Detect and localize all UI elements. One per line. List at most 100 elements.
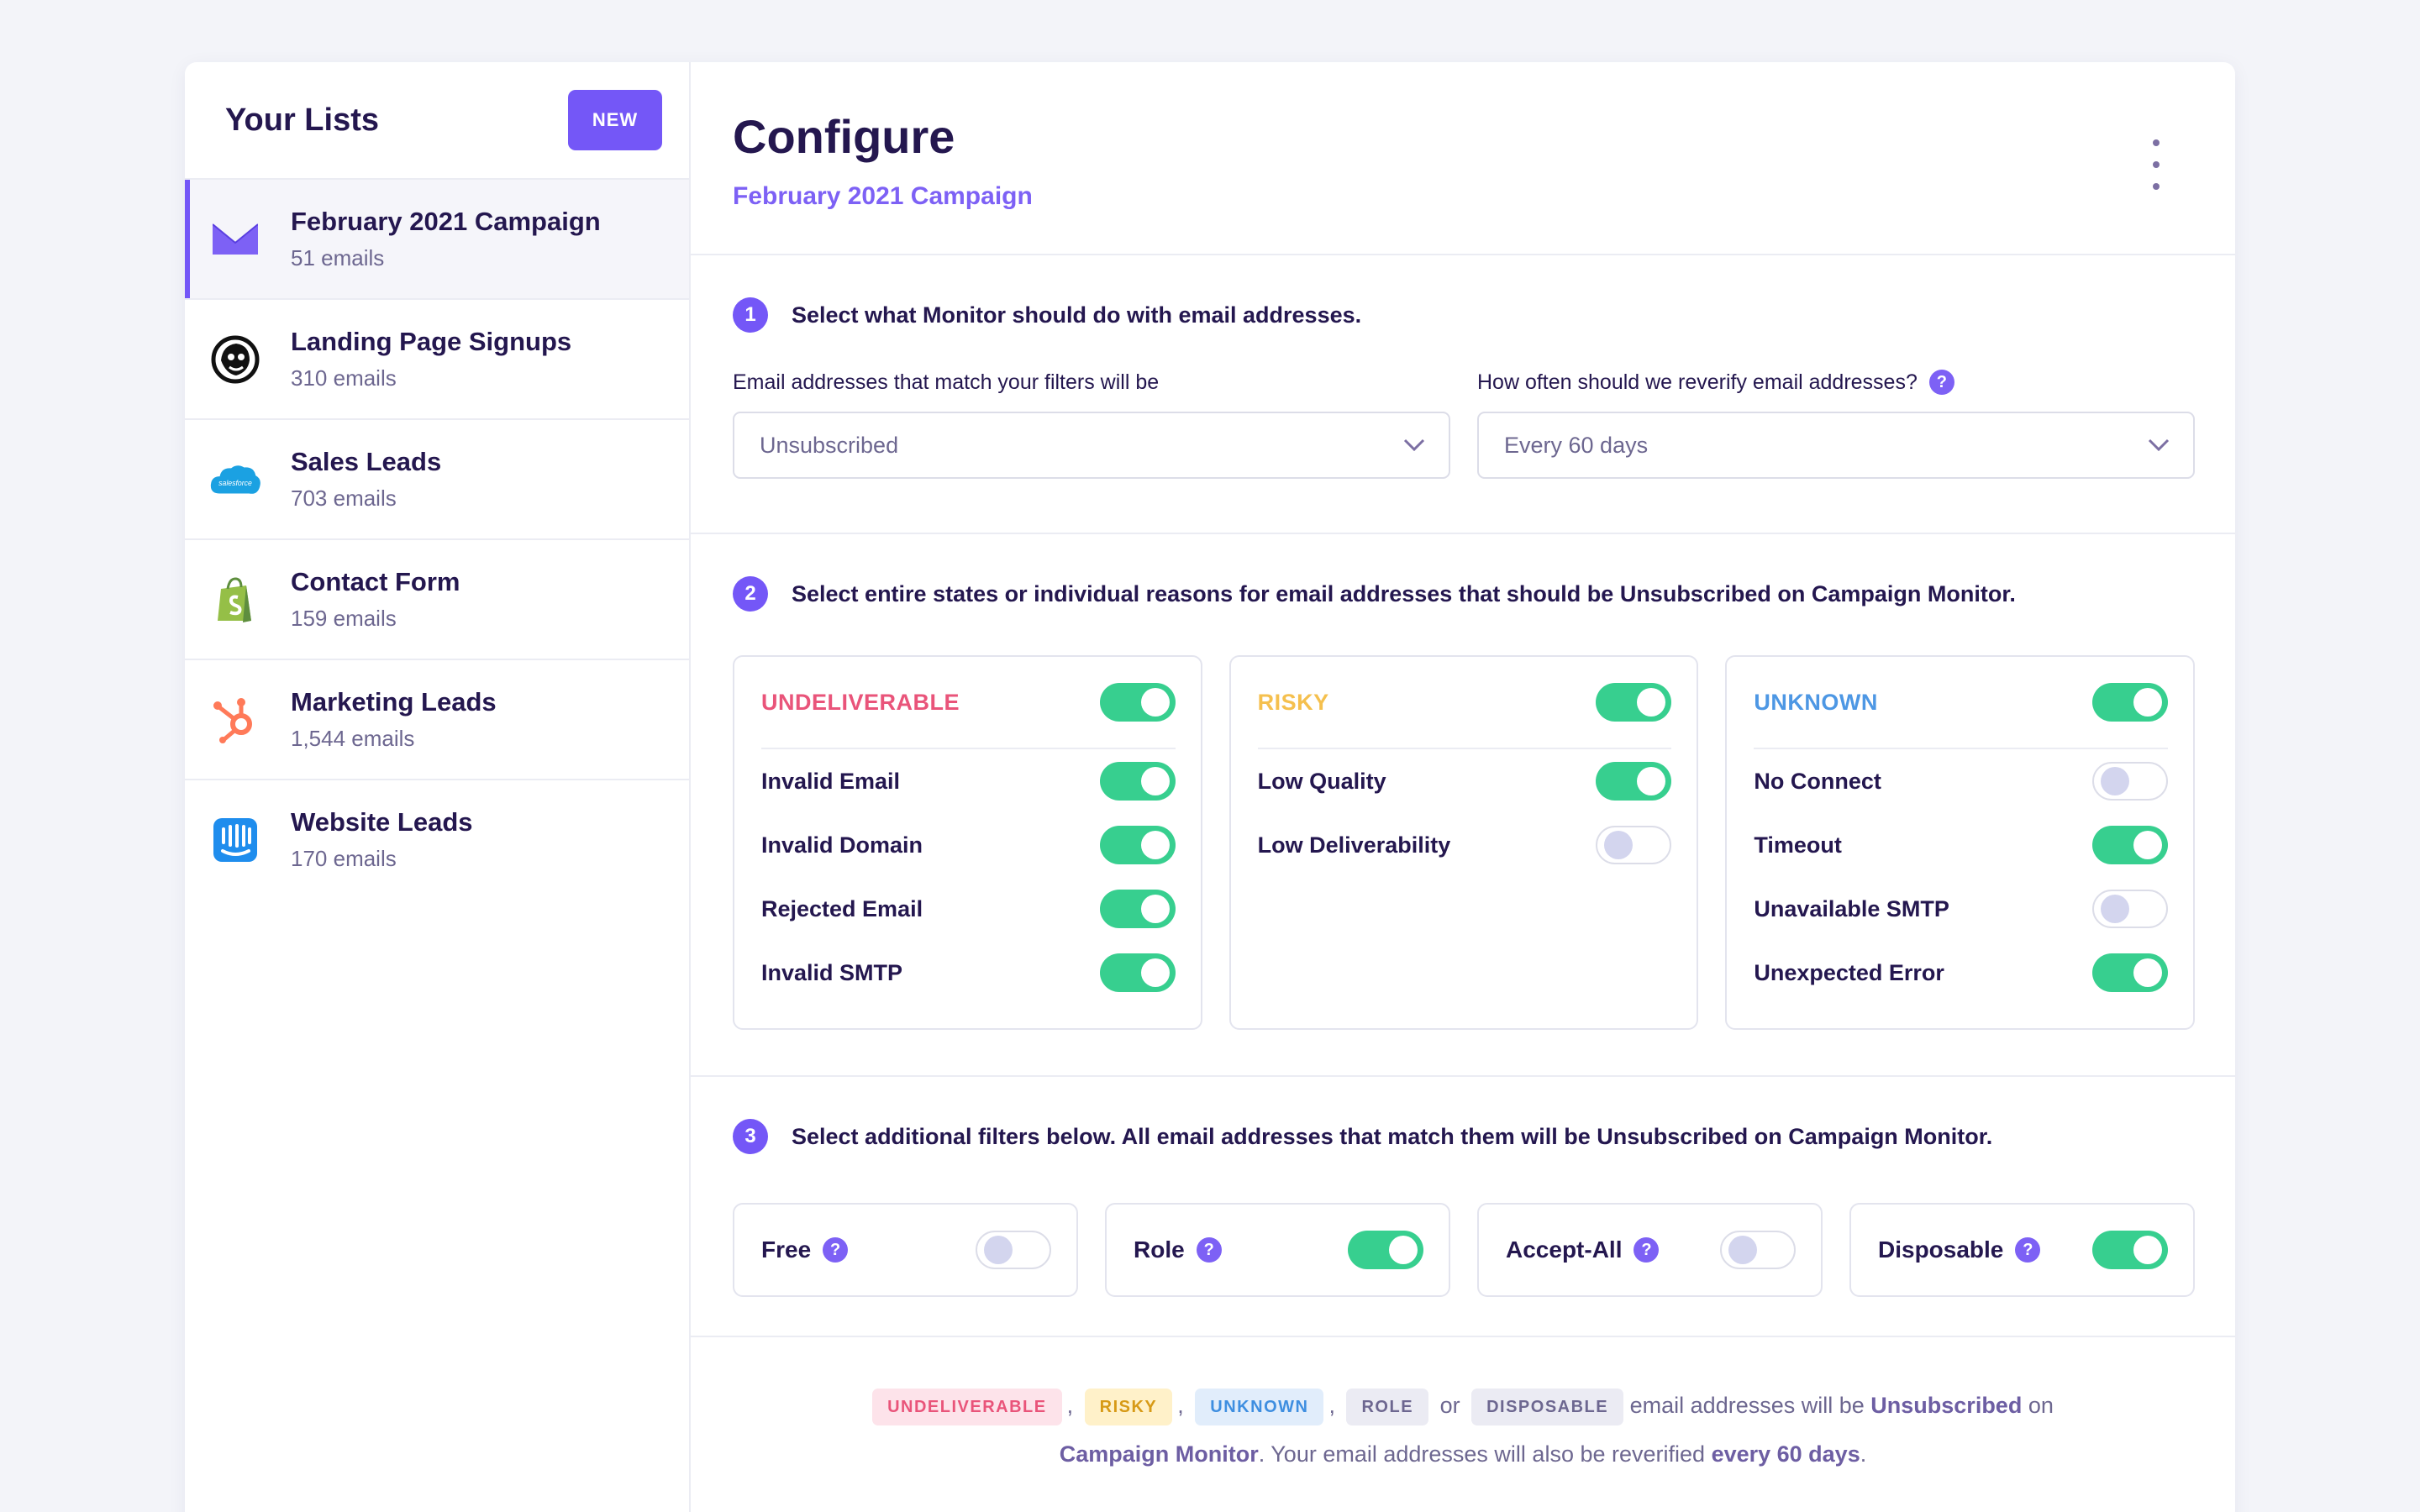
filter-label-text: Accept-All [1506, 1236, 1623, 1263]
reason-row: No Connect [1754, 749, 2169, 813]
reason-row: Unexpected Error [1754, 941, 2169, 1005]
reason-label: Invalid Email [761, 768, 901, 794]
page-title: Configure [733, 110, 955, 163]
toggle-undeliverable[interactable] [1099, 683, 1176, 722]
list-name: February 2021 Campaign [291, 207, 601, 236]
step-number-badge: 3 [733, 1119, 768, 1154]
reverify-select[interactable]: Every 60 days [1477, 412, 2195, 479]
state-header: UNDELIVERABLE [761, 657, 1176, 749]
filter-disposable: Disposable? [1849, 1203, 2195, 1297]
step-1-heading: 1 Select what Monitor should do with ema… [733, 297, 2195, 333]
list-item-website-leads[interactable]: Website Leads 170 emails [185, 779, 689, 899]
filter-label: Disposable? [1878, 1236, 2041, 1263]
toggle-unexpected-error[interactable] [2092, 953, 2169, 992]
intercom-icon [208, 813, 262, 867]
reason-row: Low Deliverability [1258, 813, 1672, 877]
help-icon[interactable]: ? [1196, 1237, 1222, 1263]
step-1-fields: Email addresses that match your filters … [733, 368, 2195, 479]
list-count: 51 emails [291, 245, 385, 270]
chevron-down-icon [2148, 438, 2170, 452]
list-name: Website Leads [291, 807, 473, 837]
list-name: Marketing Leads [291, 687, 497, 717]
reason-label: Low Deliverability [1257, 832, 1451, 858]
list-item-february-campaign[interactable]: February 2021 Campaign 51 emails [185, 178, 689, 298]
summary-line-1: UNDELIVERABLE, RISKY, UNKNOWN, ROLE or D… [691, 1381, 2235, 1430]
toggle-unavailable-smtp[interactable] [2092, 890, 2169, 928]
list-count: 1,544 emails [291, 726, 415, 751]
step-number-badge: 1 [733, 297, 768, 333]
step-3-text: Select additional filters below. All ema… [792, 1123, 1993, 1149]
state-title-risky: RISKY [1257, 689, 1329, 715]
list-item-sales-leads[interactable]: salesforce Sales Leads 703 emails [185, 418, 689, 538]
more-options-icon[interactable] [2148, 139, 2165, 190]
shopify-icon [208, 573, 262, 627]
list-count: 310 emails [291, 365, 397, 391]
toggle-low-deliverability[interactable] [1596, 826, 1672, 864]
new-list-button[interactable]: NEW [568, 90, 662, 150]
toggle-invalid-email[interactable] [1099, 762, 1176, 801]
tag-role: ROLE [1346, 1388, 1429, 1425]
chevron-down-icon [1403, 438, 1425, 452]
action-field: Email addresses that match your filters … [733, 368, 1450, 479]
state-header: UNKNOWN [1754, 657, 2169, 749]
toggle-unknown[interactable] [2092, 683, 2169, 722]
filter-label-text: Disposable [1878, 1236, 2004, 1263]
filter-label-text: Role [1134, 1236, 1185, 1263]
toggle-timeout[interactable] [2092, 826, 2169, 864]
sidebar-header: Your Lists NEW [185, 62, 689, 178]
reason-row: Low Quality [1258, 749, 1672, 813]
state-header: RISKY [1257, 657, 1672, 749]
list-item-landing-page-signups[interactable]: Landing Page Signups 310 emails [185, 298, 689, 418]
state-box-undeliverable: UNDELIVERABLE Invalid Email Invalid Doma… [733, 655, 1202, 1030]
toggle-invalid-domain[interactable] [1099, 826, 1176, 864]
reason-row: Rejected Email [761, 877, 1176, 941]
action-select-value: Unsubscribed [760, 432, 899, 458]
configure-card: Your Lists NEW February 2021 Campaign 51… [185, 62, 2235, 1512]
reason-label: No Connect [1754, 768, 1881, 794]
state-title-undeliverable: UNDELIVERABLE [761, 689, 960, 715]
reason-row: Invalid Email [761, 749, 1176, 813]
lists-sidebar: Your Lists NEW February 2021 Campaign 51… [185, 62, 691, 1512]
toggle-role[interactable] [1348, 1231, 1423, 1269]
help-icon[interactable]: ? [1634, 1237, 1660, 1263]
step-1-text: Select what Monitor should do with email… [792, 302, 1362, 328]
reason-row: Invalid Domain [761, 813, 1176, 877]
filter-accept-all: Accept-All? [1477, 1203, 1823, 1297]
reverify-field: How often should we reverify email addre… [1477, 368, 2195, 479]
filter-free: Free? [733, 1203, 1078, 1297]
reason-label: Unexpected Error [1754, 959, 1944, 985]
tag-unknown: UNKNOWN [1195, 1388, 1324, 1425]
action-select[interactable]: Unsubscribed [733, 412, 1450, 479]
list-count: 170 emails [291, 846, 397, 871]
filter-boxes: Free? Role? Accept-All? Disposable? [733, 1203, 2195, 1297]
toggle-no-connect[interactable] [2092, 762, 2169, 801]
toggle-low-quality[interactable] [1596, 762, 1672, 801]
toggle-invalid-smtp[interactable] [1099, 953, 1176, 992]
help-icon[interactable]: ? [2015, 1237, 2041, 1263]
toggle-accept-all[interactable] [1720, 1231, 1796, 1269]
toggle-free[interactable] [976, 1231, 1051, 1269]
filter-label: Accept-All? [1506, 1236, 1660, 1263]
separator: , [1328, 1393, 1335, 1418]
state-box-risky: RISKY Low Quality Low Deliverability [1228, 655, 1699, 1030]
reason-row: Invalid SMTP [761, 941, 1176, 1005]
step-2-text: Select entire states or individual reaso… [792, 580, 2016, 606]
step-3-section: 3 Select additional filters below. All e… [691, 1077, 2235, 1337]
separator: , [1177, 1393, 1184, 1418]
reason-label: Invalid Domain [761, 832, 923, 858]
reason-row: Unavailable SMTP [1754, 877, 2169, 941]
toggle-risky[interactable] [1596, 683, 1672, 722]
help-icon[interactable]: ? [823, 1237, 849, 1263]
configure-header: Configure February 2021 Campaign [691, 62, 2235, 255]
toggle-disposable[interactable] [2092, 1231, 2168, 1269]
step-3-heading: 3 Select additional filters below. All e… [733, 1119, 2195, 1154]
list-item-marketing-leads[interactable]: Marketing Leads 1,544 emails [185, 659, 689, 779]
sidebar-title: Your Lists [225, 102, 379, 138]
toggle-rejected-email[interactable] [1099, 890, 1176, 928]
hubspot-icon [208, 693, 262, 747]
help-icon[interactable]: ? [1928, 370, 1954, 395]
list-item-contact-form[interactable]: Contact Form 159 emails [185, 538, 689, 659]
reason-row: Timeout [1754, 813, 2169, 877]
tag-risky: RISKY [1084, 1388, 1173, 1425]
list-name: Contact Form [291, 567, 460, 596]
